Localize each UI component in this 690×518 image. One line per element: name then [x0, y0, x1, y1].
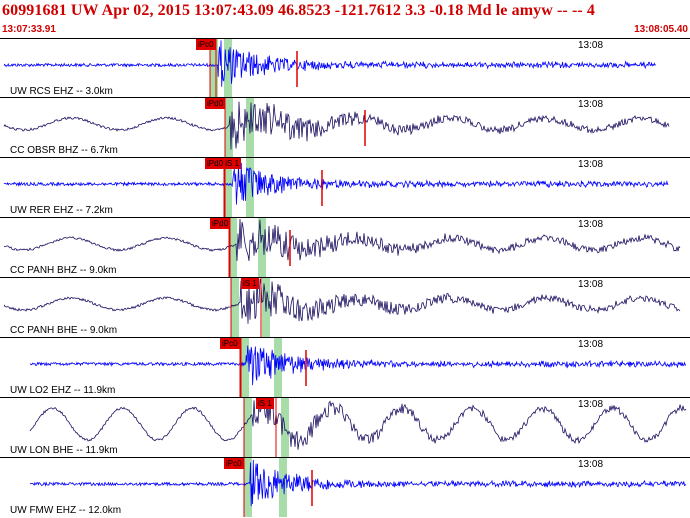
seismogram: [3, 40, 656, 87]
phase-pick-label[interactable]: iPd0 iS 1: [205, 158, 242, 169]
pick-window: [224, 158, 232, 217]
seismogram: [29, 398, 687, 450]
phase-pick-label[interactable]: iS 1: [241, 278, 259, 289]
event-title: 60991681 UW Apr 02, 2015 13:07:43.09 46.…: [2, 2, 596, 19]
pick-window: [244, 458, 252, 517]
seismogram: [3, 101, 670, 150]
waveform: [3, 218, 681, 277]
pick-window: [241, 338, 249, 397]
phase-pick-label[interactable]: iPd0: [205, 98, 226, 109]
pick-window: [246, 158, 254, 217]
waveform: [29, 458, 687, 517]
seismogram: [29, 459, 687, 507]
trace-row[interactable]: iS 1 13:08 CC PANH BHE -- 9.0km: [0, 277, 690, 337]
pick-window: [279, 458, 287, 517]
station-label: UW FMW EHZ -- 12.0km: [10, 505, 122, 516]
seismogram: [3, 218, 681, 262]
time-tick-label: 13:08: [578, 399, 604, 410]
station-label: UW RCS EHZ -- 3.0km: [10, 86, 113, 97]
station-label: UW LO2 EHZ -- 11.9km: [10, 385, 116, 396]
station-label: CC PANH BHE -- 9.0km: [10, 325, 118, 336]
time-tick-label: 13:08: [578, 279, 604, 290]
header: 60991681 UW Apr 02, 2015 13:07:43.09 46.…: [0, 0, 690, 38]
time-tick-label: 13:08: [578, 459, 604, 470]
pick-window: [225, 98, 233, 157]
seismogram: [3, 278, 681, 324]
station-label: CC OBSR BHZ -- 6.7km: [10, 145, 118, 156]
phase-pick-label[interactable]: iPd0: [210, 218, 231, 229]
phase-pick-label[interactable]: iS 1: [256, 398, 274, 409]
trace-row[interactable]: iPd0 13:08 CC PANH BHZ -- 9.0km: [0, 217, 690, 277]
phase-pick-label[interactable]: iPc0: [224, 458, 244, 469]
time-tick-label: 13:08: [578, 339, 604, 350]
waveform: [29, 338, 687, 397]
pick-window: [210, 39, 218, 98]
station-label: CC PANH BHZ -- 9.0km: [10, 265, 117, 276]
start-time: 13:07:33.91: [2, 24, 56, 35]
phase-pick-label[interactable]: iPc0: [220, 338, 240, 349]
phase-pick-label[interactable]: iPc0: [196, 39, 216, 50]
pick-window: [244, 398, 252, 457]
pick-window: [231, 278, 239, 337]
time-tick-label: 13:08: [578, 219, 604, 230]
trace-row[interactable]: iPd0 iS 1 13:08 UW RER EHZ -- 7.2km: [0, 157, 690, 217]
pick-window: [229, 218, 237, 277]
trace-row[interactable]: iPc0 13:08 UW LO2 EHZ -- 11.9km: [0, 337, 690, 397]
seismogram: [3, 162, 669, 205]
station-label: UW LON BHE -- 11.9km: [10, 445, 118, 456]
trace-row[interactable]: iS 1 13:08 UW LON BHE -- 11.9km: [0, 397, 690, 457]
seismogram: [29, 345, 687, 386]
time-tick-label: 13:08: [578, 99, 604, 110]
trace-row[interactable]: iPd0 13:08 CC OBSR BHZ -- 6.7km: [0, 97, 690, 157]
pick-window: [258, 218, 266, 277]
trace-row[interactable]: iPc0 13:08 UW FMW EHZ -- 12.0km: [0, 457, 690, 517]
trace-row[interactable]: iPc0 13:08 UW RCS EHZ -- 3.0km: [0, 38, 690, 98]
waveform: [29, 398, 687, 457]
waveform: [3, 278, 681, 337]
station-label: UW RER EHZ -- 7.2km: [10, 205, 113, 216]
end-time: 13:08:05.40: [634, 24, 688, 35]
time-tick-label: 13:08: [578, 40, 604, 51]
time-tick-label: 13:08: [578, 159, 604, 170]
